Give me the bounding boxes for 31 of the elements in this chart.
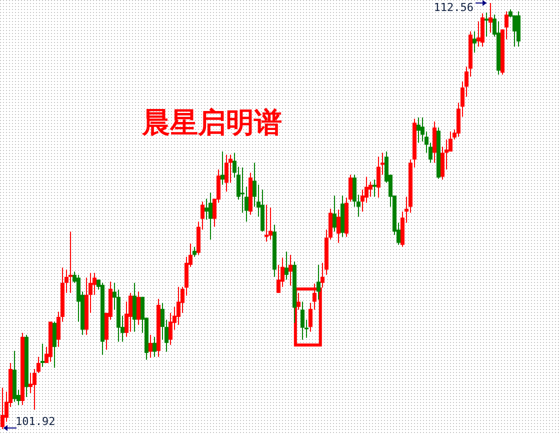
candlestick [264, 204, 268, 242]
candlestick [208, 192, 212, 240]
candlestick [0, 387, 4, 430]
candlestick [176, 286, 180, 326]
candlestick [152, 336, 156, 358]
candlestick [416, 117, 420, 144]
annotation: 101.92 [15, 415, 56, 428]
text: 晨星启明谱 [141, 106, 282, 139]
candlestick [300, 301, 304, 340]
candlestick [284, 251, 288, 280]
candlestick [376, 156, 380, 198]
candlestick [476, 20, 480, 48]
candlestick [484, 12, 488, 38]
candlestick [136, 291, 140, 326]
candlestick [40, 343, 44, 368]
candlestick [372, 179, 376, 198]
candlestick [296, 292, 300, 310]
annotation: 112.56 [434, 1, 474, 14]
candlestick [316, 264, 320, 300]
candlestick [288, 254, 292, 286]
candlestick [192, 246, 196, 258]
candlestick [68, 231, 72, 294]
candlestick [224, 154, 228, 192]
candlestick [488, 2, 492, 34]
candlestick [268, 207, 272, 240]
candlestick [336, 209, 340, 244]
candlestick [148, 334, 152, 358]
candlestick [472, 30, 476, 54]
candlestick [204, 198, 208, 220]
candlestick [332, 195, 336, 232]
candlestick [220, 151, 224, 186]
